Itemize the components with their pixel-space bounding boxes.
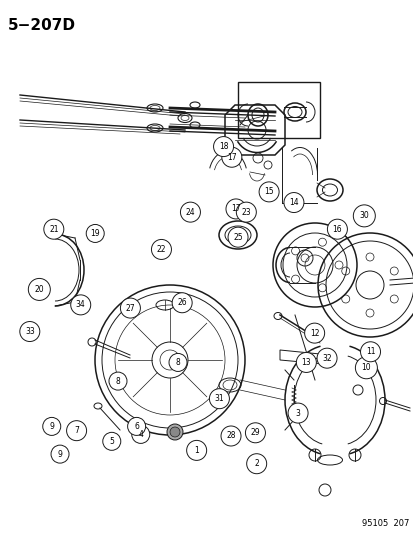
Circle shape: [151, 239, 171, 260]
Circle shape: [186, 440, 206, 461]
Text: 31: 31: [214, 394, 224, 403]
Circle shape: [213, 136, 233, 157]
Circle shape: [236, 202, 256, 222]
Circle shape: [352, 205, 375, 227]
Text: 27: 27: [125, 304, 135, 312]
Circle shape: [169, 353, 187, 372]
Circle shape: [71, 295, 90, 315]
Text: 9: 9: [49, 422, 54, 431]
Circle shape: [44, 219, 64, 239]
Text: 9: 9: [57, 450, 62, 458]
Text: 1: 1: [194, 446, 199, 455]
Text: 95105  207: 95105 207: [361, 519, 408, 528]
Circle shape: [246, 454, 266, 474]
Text: 20: 20: [34, 285, 44, 294]
Circle shape: [120, 298, 140, 318]
Circle shape: [102, 432, 121, 450]
Text: 23: 23: [241, 208, 251, 216]
Text: 19: 19: [90, 229, 100, 238]
Text: 14: 14: [288, 198, 298, 207]
Text: 12: 12: [309, 329, 318, 337]
Text: 24: 24: [185, 208, 195, 216]
Circle shape: [245, 423, 265, 443]
Text: 16: 16: [332, 225, 342, 233]
Circle shape: [66, 421, 86, 441]
Circle shape: [228, 227, 247, 247]
Circle shape: [209, 389, 229, 409]
Circle shape: [221, 147, 241, 167]
Circle shape: [316, 348, 336, 368]
Text: 25: 25: [233, 233, 242, 241]
Text: 2: 2: [254, 459, 259, 468]
Text: 18: 18: [218, 142, 228, 151]
Text: 10: 10: [361, 364, 370, 372]
Circle shape: [86, 224, 104, 243]
Text: 8: 8: [115, 377, 120, 385]
Circle shape: [166, 424, 183, 440]
Circle shape: [127, 417, 145, 435]
Circle shape: [28, 278, 50, 301]
Circle shape: [360, 342, 380, 362]
Circle shape: [180, 202, 200, 222]
Circle shape: [259, 182, 278, 202]
Text: 4: 4: [138, 430, 143, 439]
Text: 22: 22: [157, 245, 166, 254]
Circle shape: [296, 352, 316, 373]
Circle shape: [131, 425, 150, 443]
Circle shape: [304, 323, 324, 343]
Text: 34: 34: [76, 301, 85, 309]
Text: 7: 7: [74, 426, 79, 435]
Text: 30: 30: [358, 212, 368, 220]
Text: 6: 6: [134, 422, 139, 431]
Text: 17: 17: [230, 205, 240, 213]
Text: 26: 26: [177, 298, 187, 307]
Text: 32: 32: [321, 354, 331, 362]
Text: 21: 21: [49, 225, 58, 233]
Text: 3: 3: [295, 409, 300, 417]
Text: 11: 11: [365, 348, 374, 356]
Circle shape: [109, 372, 127, 390]
Text: 17: 17: [226, 153, 236, 161]
Circle shape: [20, 321, 40, 342]
Text: 33: 33: [25, 327, 35, 336]
Text: 13: 13: [301, 358, 311, 367]
Circle shape: [43, 417, 61, 435]
Text: 29: 29: [250, 429, 260, 437]
Circle shape: [51, 445, 69, 463]
Circle shape: [287, 403, 307, 423]
Circle shape: [354, 357, 377, 379]
Circle shape: [221, 426, 240, 446]
Circle shape: [327, 219, 347, 239]
Text: 5: 5: [109, 437, 114, 446]
Text: 28: 28: [226, 432, 235, 440]
Text: 5−207D: 5−207D: [8, 18, 76, 33]
Circle shape: [225, 199, 245, 219]
Circle shape: [283, 192, 303, 213]
Circle shape: [172, 293, 192, 313]
Text: 8: 8: [175, 358, 180, 367]
Circle shape: [170, 427, 180, 437]
Text: 15: 15: [263, 188, 273, 196]
